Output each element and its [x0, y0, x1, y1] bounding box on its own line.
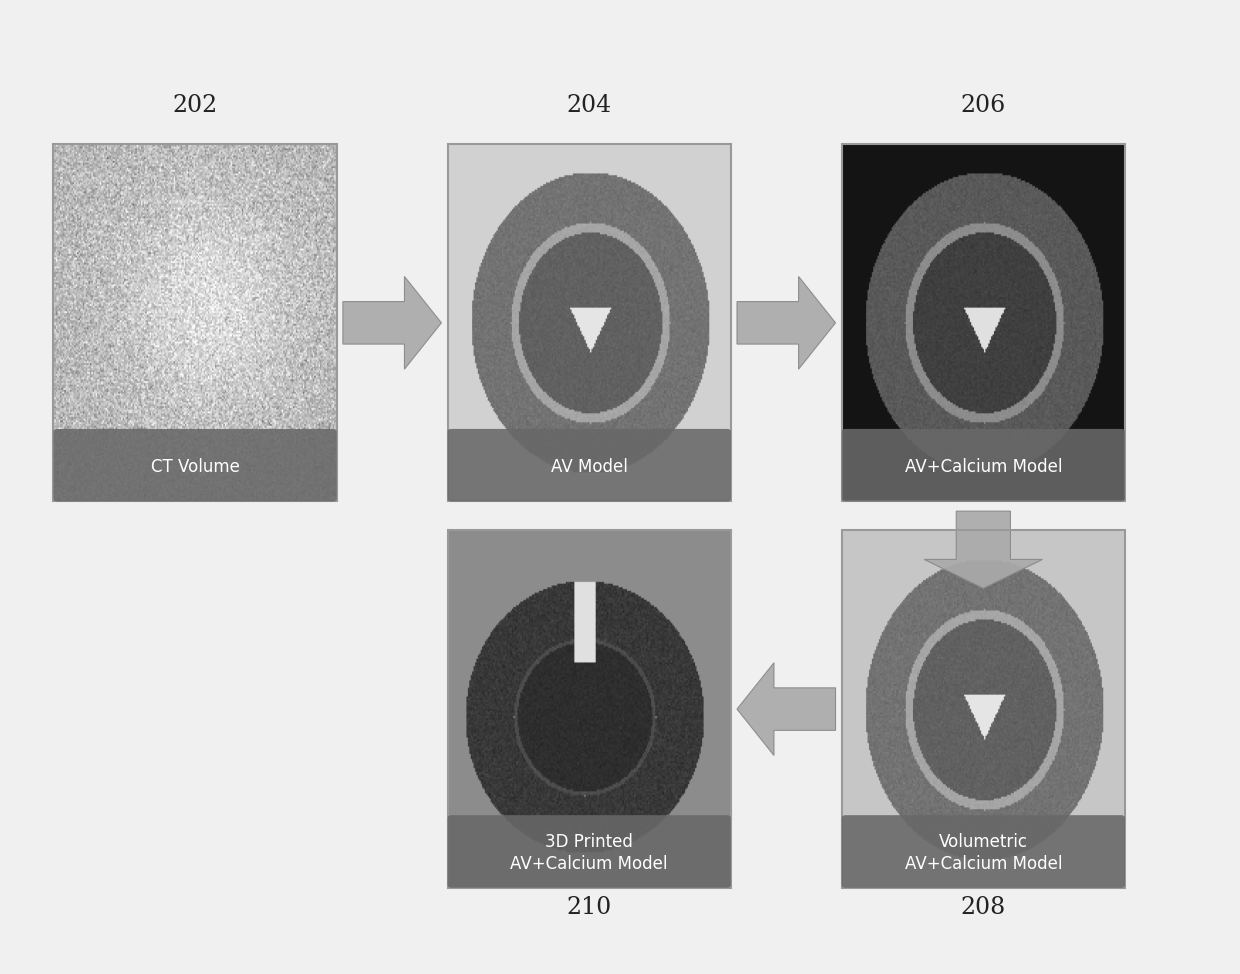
- Bar: [53, 144, 337, 502]
- Polygon shape: [737, 662, 836, 756]
- Text: Volumetric
AV+Calcium Model: Volumetric AV+Calcium Model: [905, 833, 1063, 873]
- Text: AV Model: AV Model: [551, 458, 627, 475]
- Text: 208: 208: [961, 895, 1006, 918]
- Text: AV+Calcium Model: AV+Calcium Model: [905, 458, 1063, 475]
- Bar: [448, 144, 730, 502]
- Bar: [842, 531, 1125, 887]
- FancyBboxPatch shape: [842, 815, 1125, 887]
- Polygon shape: [737, 277, 836, 369]
- Bar: [448, 531, 730, 887]
- Polygon shape: [343, 277, 441, 369]
- Text: 210: 210: [567, 895, 611, 918]
- FancyBboxPatch shape: [448, 429, 730, 502]
- Text: 206: 206: [961, 94, 1006, 117]
- Text: 202: 202: [172, 94, 218, 117]
- FancyBboxPatch shape: [842, 429, 1125, 502]
- FancyBboxPatch shape: [448, 815, 730, 887]
- FancyBboxPatch shape: [53, 429, 337, 502]
- Polygon shape: [924, 511, 1043, 588]
- Text: CT Volume: CT Volume: [150, 458, 239, 475]
- Bar: [842, 144, 1125, 502]
- Text: 204: 204: [567, 94, 611, 117]
- Text: 3D Printed
AV+Calcium Model: 3D Printed AV+Calcium Model: [511, 833, 668, 873]
